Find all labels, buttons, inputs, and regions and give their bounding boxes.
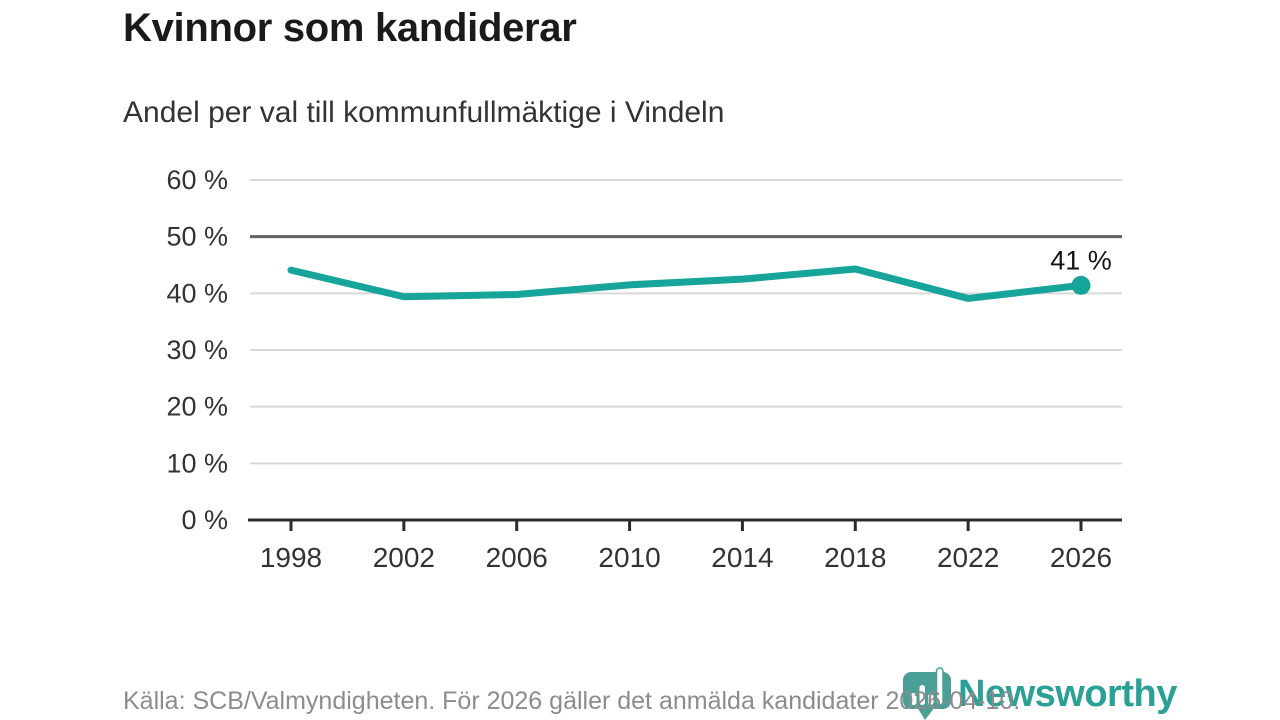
y-tick-label: 40 % <box>166 278 228 308</box>
source-note: Källa: SCB/Valmyndigheten. För 2026 gäll… <box>123 687 1021 715</box>
y-tick-label: 30 % <box>166 335 228 365</box>
end-point-label: 41 % <box>1050 245 1112 275</box>
y-tick-label: 60 % <box>166 165 228 195</box>
y-tick-label: 50 % <box>166 222 228 252</box>
x-tick-label: 2006 <box>486 542 548 573</box>
y-tick-label: 20 % <box>166 392 228 422</box>
chart-subtitle: Andel per val till kommunfullmäktige i V… <box>123 96 725 129</box>
x-tick-label: 1998 <box>260 542 322 573</box>
data-line <box>287 265 1085 302</box>
x-tick-label: 2022 <box>937 542 999 573</box>
x-tick-label: 2026 <box>1050 542 1112 573</box>
x-tick-label: 2010 <box>598 542 660 573</box>
x-tick-label: 2018 <box>824 542 886 573</box>
x-tick-label: 2002 <box>373 542 435 573</box>
y-tick-label: 10 % <box>166 448 228 478</box>
y-tick-label: 0 % <box>181 505 228 535</box>
x-tick-label: 2014 <box>711 542 773 573</box>
chart-title: Kvinnor som kandiderar <box>123 6 577 50</box>
end-point-marker <box>1071 275 1091 295</box>
